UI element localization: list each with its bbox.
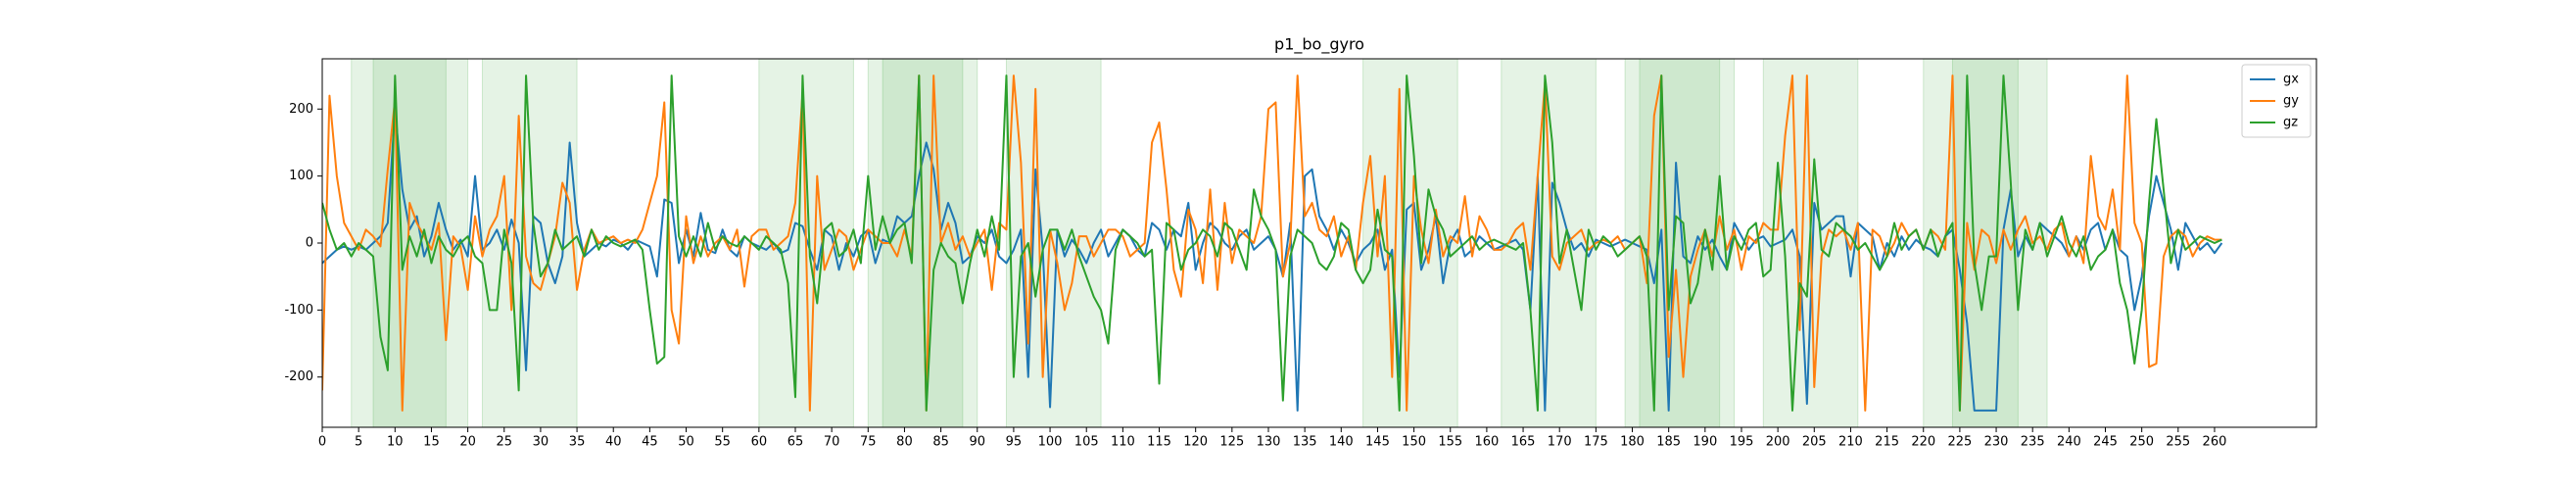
x-tick-label: 260	[2203, 435, 2227, 450]
x-tick-label: 245	[2093, 435, 2118, 450]
x-tick-label: 185	[1656, 435, 1681, 450]
x-tick-label: 90	[969, 435, 985, 450]
x-tick-label: 215	[1875, 435, 1899, 450]
x-tick-label: 60	[751, 435, 768, 450]
x-tick-label: 40	[605, 435, 622, 450]
x-tick-label: 105	[1074, 435, 1099, 450]
x-tick-label: 50	[678, 435, 694, 450]
x-tick-label: 55	[714, 435, 731, 450]
x-tick-label: 65	[787, 435, 804, 450]
x-tick-label: 45	[642, 435, 658, 450]
x-tick-label: 0	[318, 435, 326, 450]
x-tick-label: 205	[1802, 435, 1827, 450]
legend-box	[2241, 64, 2312, 138]
x-tick-label: 145	[1365, 435, 1390, 450]
x-tick-label: 200	[1766, 435, 1790, 450]
x-tick-label: 210	[1838, 435, 1863, 450]
x-tick-label: 180	[1620, 435, 1645, 450]
plot-frame	[321, 58, 2317, 428]
y-tick-label: 0	[306, 236, 313, 251]
x-tick-label: 250	[2129, 435, 2154, 450]
x-tick-label: 20	[459, 435, 476, 450]
y-tick-label: 100	[289, 169, 313, 183]
x-tick-label: 30	[533, 435, 549, 450]
x-tick-label: 155	[1438, 435, 1462, 450]
x-tick-label: 95	[1006, 435, 1023, 450]
x-tick-label: 225	[1947, 435, 1972, 450]
x-tick-label: 120	[1183, 435, 1208, 450]
y-tick-label: -200	[284, 369, 313, 384]
x-tick-label: 140	[1329, 435, 1354, 450]
x-tick-label: 175	[1584, 435, 1608, 450]
x-tick-label: 115	[1147, 435, 1171, 450]
x-tick-label: 220	[1911, 435, 1935, 450]
highlight-span	[1639, 58, 1736, 428]
chart-title: p1_bo_gyro	[1274, 35, 1364, 55]
x-tick-label: 110	[1111, 435, 1135, 450]
y-tick-label: -100	[284, 303, 313, 318]
x-tick-label: 10	[387, 435, 404, 450]
x-tick-label: 195	[1730, 435, 1754, 450]
legend-label: gy	[2283, 94, 2299, 109]
x-tick-label: 255	[2166, 435, 2190, 450]
x-tick-label: 130	[1257, 435, 1281, 450]
x-tick-label: 240	[2057, 435, 2081, 450]
x-tick-label: 70	[824, 435, 840, 450]
series-line	[322, 74, 2222, 412]
x-tick-label: 25	[496, 435, 512, 450]
y-tick-label: 200	[289, 102, 313, 117]
legend-label: gz	[2283, 116, 2298, 130]
legend-label: gx	[2283, 73, 2299, 87]
x-tick-label: 35	[569, 435, 586, 450]
series-line	[322, 74, 2222, 412]
x-tick-label: 160	[1474, 435, 1499, 450]
x-tick-label: 100	[1038, 435, 1063, 450]
x-tick-label: 135	[1293, 435, 1317, 450]
x-tick-label: 230	[1984, 435, 2009, 450]
x-tick-label: 15	[423, 435, 440, 450]
x-tick-label: 235	[2021, 435, 2045, 450]
x-tick-label: 85	[932, 435, 949, 450]
x-tick-label: 150	[1402, 435, 1426, 450]
x-tick-label: 75	[860, 435, 877, 450]
x-tick-label: 170	[1548, 435, 1572, 450]
x-tick-label: 190	[1693, 435, 1717, 450]
x-tick-label: 125	[1219, 435, 1244, 450]
x-tick-label: 165	[1511, 435, 1536, 450]
x-tick-label: 80	[896, 435, 913, 450]
x-tick-label: 5	[355, 435, 362, 450]
